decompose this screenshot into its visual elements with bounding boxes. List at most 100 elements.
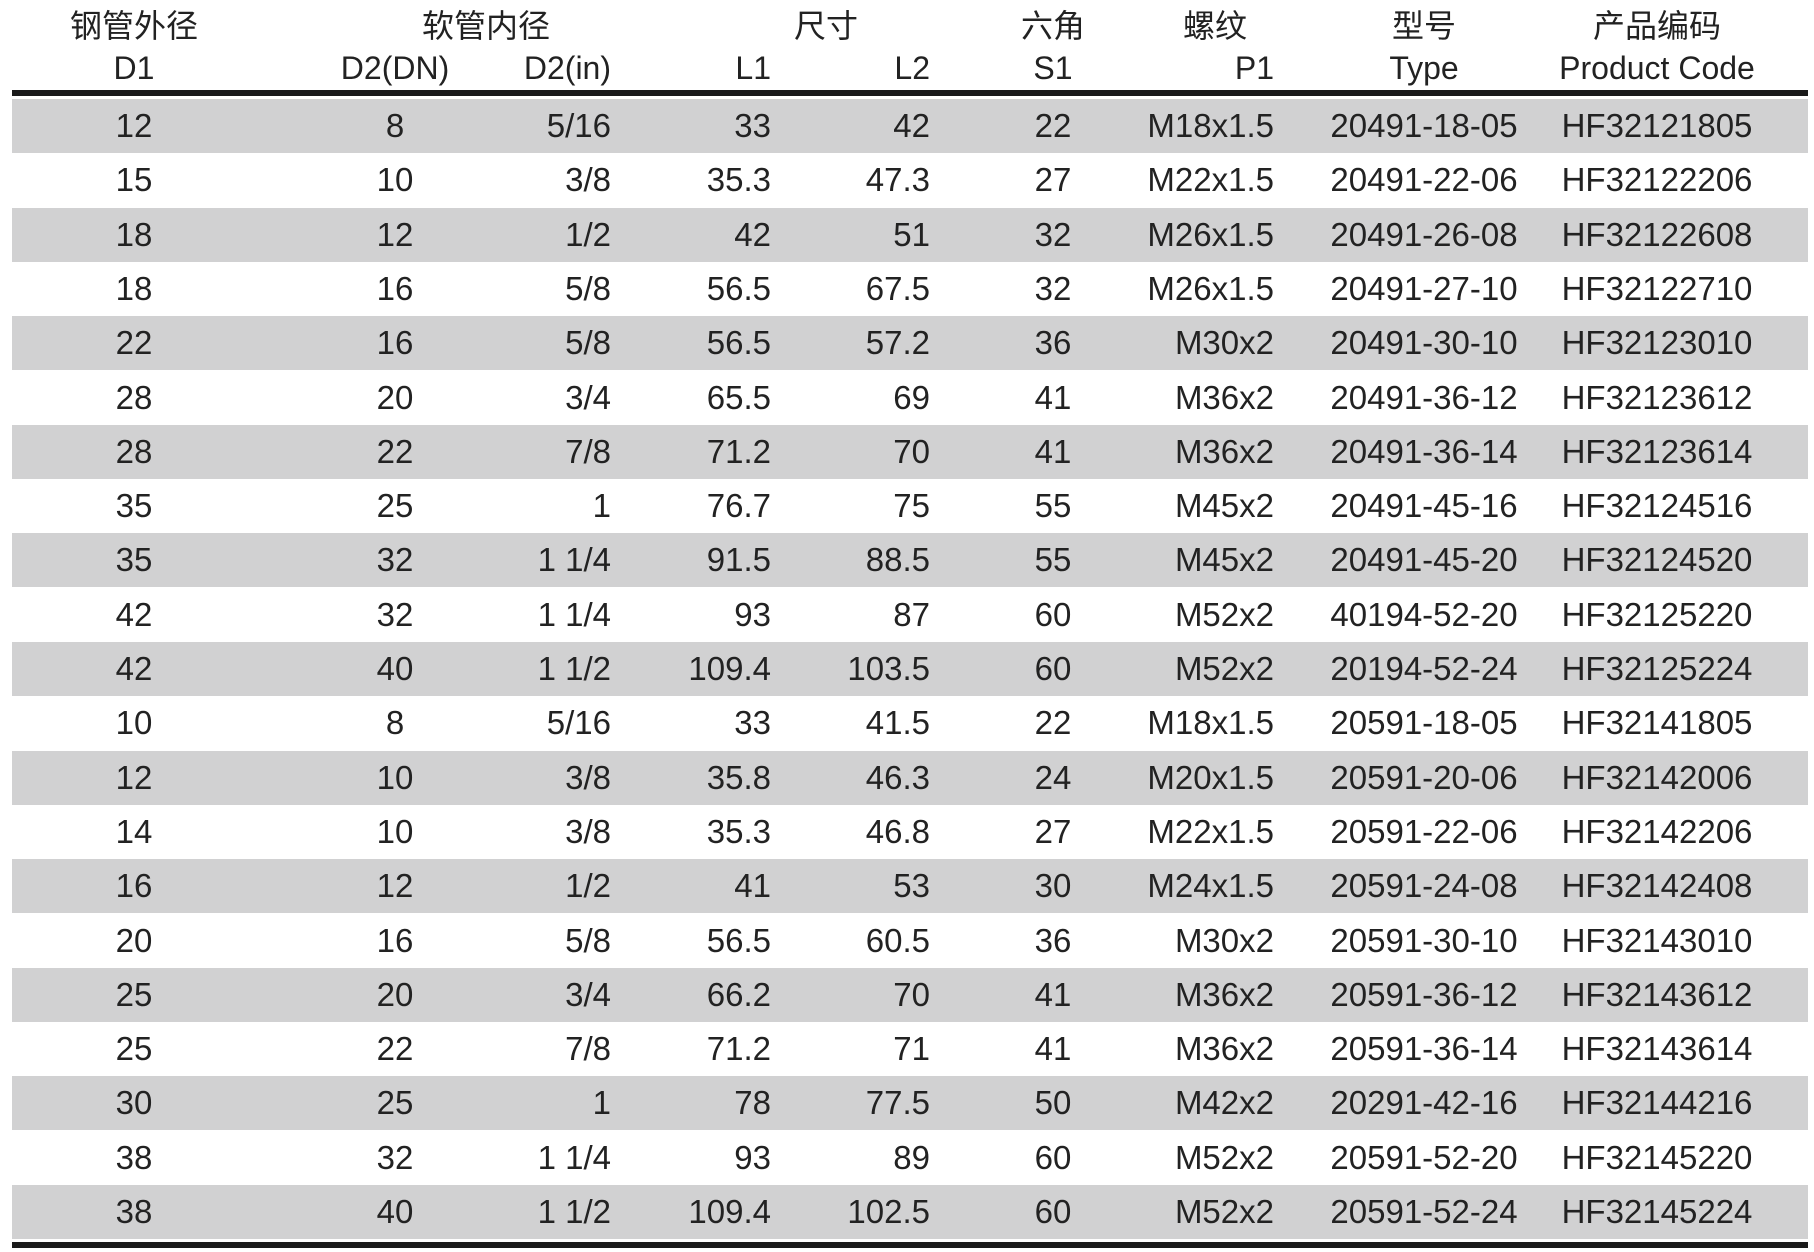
cell: 60 bbox=[1034, 650, 1072, 687]
cell: 7/8 bbox=[565, 432, 611, 470]
cell: 20491-27-10 bbox=[1330, 269, 1518, 307]
cell: 18 bbox=[115, 215, 153, 253]
cell: 42 bbox=[893, 107, 930, 144]
cell: M45x2 bbox=[1174, 487, 1274, 525]
cell: 20591-24-08 bbox=[1330, 867, 1518, 905]
cell: M52x2 bbox=[1174, 595, 1274, 633]
cell: M18x1.5 bbox=[1147, 704, 1274, 742]
cell: 20591-36-12 bbox=[1330, 975, 1518, 1013]
cell: 55 bbox=[1034, 487, 1072, 525]
cell: 15 bbox=[115, 161, 153, 199]
cell: 41 bbox=[1034, 432, 1072, 470]
cell: 5/8 bbox=[565, 324, 611, 362]
cell: 20591-30-10 bbox=[1330, 921, 1518, 959]
cell: 91.5 bbox=[706, 541, 771, 579]
row-band bbox=[12, 1076, 1808, 1131]
cell: 18 bbox=[115, 269, 153, 307]
column-header: Product Code bbox=[1559, 50, 1755, 86]
cell: 10 bbox=[376, 161, 414, 199]
cell: M30x2 bbox=[1174, 324, 1274, 362]
cell: 20491-26-08 bbox=[1330, 215, 1518, 253]
cell: 35.8 bbox=[706, 758, 771, 796]
cell: 12 bbox=[376, 867, 414, 905]
cell: HF32145220 bbox=[1561, 1138, 1753, 1176]
cell: 1 1/2 bbox=[537, 1193, 611, 1230]
cell: HF32121805 bbox=[1561, 107, 1753, 144]
cell: 89 bbox=[893, 1138, 930, 1176]
cell: 46.8 bbox=[865, 812, 930, 850]
cell: 12 bbox=[376, 215, 414, 253]
cell: 47.3 bbox=[865, 161, 930, 199]
column-header: L2 bbox=[894, 50, 930, 86]
cell: M52x2 bbox=[1174, 1193, 1274, 1230]
cell: 30 bbox=[115, 1084, 153, 1122]
cell: 5/16 bbox=[546, 107, 611, 144]
cell: M24x1.5 bbox=[1147, 867, 1274, 905]
column-header: Type bbox=[1389, 50, 1459, 86]
cell: 60 bbox=[1034, 595, 1072, 633]
cell: HF32142006 bbox=[1561, 758, 1753, 796]
cell: 20591-52-20 bbox=[1330, 1138, 1518, 1176]
cell: M18x1.5 bbox=[1147, 107, 1274, 144]
cell: HF32144216 bbox=[1561, 1084, 1753, 1122]
group-header: 软管内径 bbox=[421, 8, 551, 44]
cell: 25 bbox=[115, 1030, 153, 1068]
cell: 20591-22-06 bbox=[1330, 812, 1518, 850]
cell: 51 bbox=[893, 215, 930, 253]
cell: 75 bbox=[893, 487, 930, 525]
cell: 53 bbox=[893, 867, 930, 905]
cell: 20194-52-24 bbox=[1330, 650, 1518, 687]
cell: 41 bbox=[1034, 378, 1072, 416]
cell: 20591-36-14 bbox=[1330, 1030, 1518, 1068]
cell: 5/16 bbox=[546, 704, 611, 742]
cell: M26x1.5 bbox=[1147, 269, 1274, 307]
cell: 38 bbox=[115, 1138, 153, 1176]
header-rule bbox=[12, 90, 1808, 96]
cell: 12 bbox=[115, 107, 153, 144]
column-header: P1 bbox=[1234, 50, 1274, 86]
cell: 60.5 bbox=[865, 921, 930, 959]
cell: 56.5 bbox=[706, 324, 771, 362]
cell: HF32142206 bbox=[1561, 812, 1753, 850]
cell: 10 bbox=[376, 758, 414, 796]
row-band bbox=[12, 642, 1808, 696]
cell: M52x2 bbox=[1174, 1138, 1274, 1176]
cell: 10 bbox=[115, 704, 153, 742]
cell: 77.5 bbox=[865, 1084, 930, 1122]
row-band bbox=[12, 316, 1808, 371]
cell: M36x2 bbox=[1174, 378, 1274, 416]
row-band bbox=[12, 533, 1808, 588]
cell: 5/8 bbox=[565, 269, 611, 307]
cell: 3/8 bbox=[565, 161, 611, 199]
row-band bbox=[12, 750, 1808, 805]
cell: 20491-30-10 bbox=[1330, 324, 1518, 362]
cell: 87 bbox=[893, 595, 930, 633]
cell: 71.2 bbox=[706, 432, 771, 470]
row-band bbox=[12, 859, 1808, 914]
cell: M30x2 bbox=[1174, 921, 1274, 959]
group-header: 钢管外径 bbox=[69, 8, 199, 44]
cell: 66.2 bbox=[706, 975, 771, 1013]
cell: 102.5 bbox=[847, 1193, 930, 1230]
cell: 109.4 bbox=[688, 1193, 771, 1230]
cell: 1 1/4 bbox=[537, 541, 611, 579]
cell: M20x1.5 bbox=[1147, 758, 1274, 796]
cell: HF32143614 bbox=[1561, 1030, 1753, 1068]
cell: 71 bbox=[893, 1030, 930, 1068]
cell: 8 bbox=[385, 107, 405, 144]
cell: 35 bbox=[115, 487, 153, 525]
column-header: D2(DN) bbox=[340, 50, 450, 86]
cell: 78 bbox=[734, 1084, 771, 1122]
cell: 25 bbox=[376, 1084, 414, 1122]
cell: 32 bbox=[376, 595, 414, 633]
cell: 35.3 bbox=[706, 812, 771, 850]
cell: 38 bbox=[115, 1193, 153, 1230]
cell: 42 bbox=[115, 595, 153, 633]
cell: 1 bbox=[592, 487, 611, 525]
cell: 20491-45-16 bbox=[1330, 487, 1518, 525]
cell: 33 bbox=[734, 107, 771, 144]
cell: 40 bbox=[376, 1193, 414, 1230]
cell: 70 bbox=[893, 975, 930, 1013]
cell: 25 bbox=[376, 487, 414, 525]
cell: HF32142408 bbox=[1561, 867, 1753, 905]
